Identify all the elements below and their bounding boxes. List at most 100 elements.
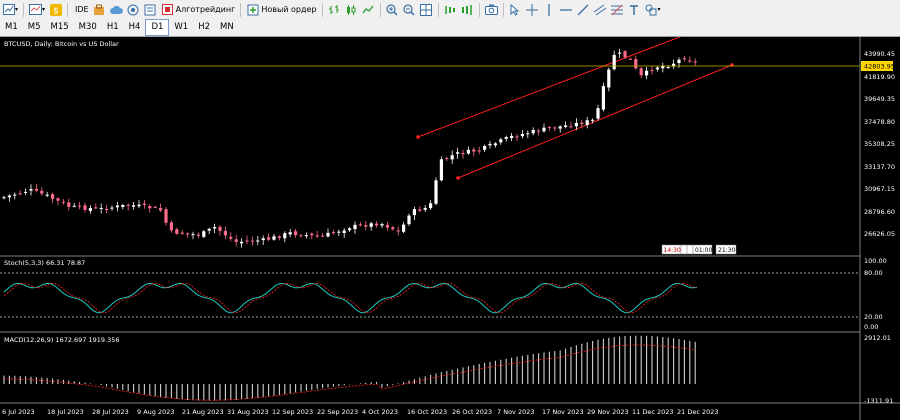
candle — [499, 137, 503, 145]
camera-icon — [484, 3, 498, 16]
channel-lower-line[interactable] — [457, 64, 733, 179]
market-watch-button[interactable]: $ — [47, 0, 64, 19]
tf-h2[interactable]: H2 — [198, 22, 211, 32]
candle — [169, 220, 173, 233]
zoom-in-button[interactable] — [384, 0, 401, 19]
price-tick: 26626.05 — [864, 230, 895, 238]
macd-level-label: -1311.91 — [864, 397, 893, 405]
tf-m30[interactable]: M30 — [78, 22, 97, 32]
channel-icon — [594, 3, 607, 16]
ide-button[interactable]: IDE — [71, 0, 91, 19]
candle — [601, 82, 605, 112]
date-tick: 22 Sep 2023 — [317, 408, 358, 416]
candle — [294, 228, 298, 238]
zoom-out-icon — [403, 3, 416, 16]
candle — [240, 238, 244, 248]
candle-chart-button[interactable] — [343, 0, 360, 19]
candle — [385, 221, 389, 231]
date-tick: 26 Oct 2023 — [452, 408, 492, 416]
library-button[interactable] — [142, 0, 159, 19]
candle — [175, 227, 179, 235]
crosshair-tool-button[interactable] — [524, 0, 541, 19]
vertical-line-button[interactable] — [541, 0, 558, 19]
shapes-button[interactable]: ▾ — [643, 0, 663, 19]
candle — [261, 235, 265, 246]
current-price-label: 42803.95 — [864, 63, 895, 71]
new-order-button[interactable]: Новый ордер — [244, 0, 318, 19]
horizontal-line-button[interactable] — [558, 0, 575, 19]
line-chart-button[interactable] — [360, 0, 377, 19]
candle — [531, 127, 535, 136]
ide-label: IDE — [75, 5, 89, 14]
candle — [191, 231, 195, 240]
stoch-label: Stoch(5,3,3) 66.31 78.87 — [4, 259, 85, 267]
candle — [574, 118, 578, 131]
candle — [402, 221, 406, 234]
time-label: 21:30 — [718, 247, 735, 254]
channel-handle[interactable] — [416, 135, 420, 139]
candle — [483, 144, 487, 153]
candle — [45, 191, 49, 197]
candle — [358, 222, 362, 227]
algotrading-button[interactable]: Алготрейдинг — [159, 0, 238, 19]
text-tool-button[interactable] — [626, 0, 643, 19]
candle — [569, 121, 573, 129]
trendline-button[interactable] — [575, 0, 592, 19]
signal-icon — [127, 3, 140, 16]
candle — [445, 156, 449, 162]
candle — [596, 105, 600, 121]
bars-icon — [328, 3, 341, 16]
candle — [612, 50, 616, 71]
price-tick: 28796.60 — [864, 208, 895, 216]
cloud-button[interactable] — [108, 0, 125, 19]
candle — [18, 190, 22, 196]
new-chart-button[interactable]: ▾ — [0, 0, 20, 19]
channel-button[interactable] — [592, 0, 609, 19]
candle — [272, 234, 276, 241]
fibonacci-button[interactable] — [609, 0, 626, 19]
current-price-tag — [861, 61, 893, 71]
tf-w1[interactable]: W1 — [174, 22, 189, 32]
tf-d1[interactable]: D1 — [145, 19, 170, 36]
candle — [105, 205, 109, 214]
tile-windows-button[interactable] — [418, 0, 435, 19]
candle — [504, 135, 508, 142]
dollar-icon: $ — [49, 3, 62, 16]
tf-m15[interactable]: M15 — [50, 22, 69, 32]
tf-mn[interactable]: MN — [220, 22, 234, 32]
tf-h4[interactable]: H4 — [128, 22, 141, 32]
candle — [34, 184, 38, 193]
tf-h1[interactable]: H1 — [106, 22, 119, 32]
cursor-icon — [509, 3, 522, 16]
candle — [585, 116, 589, 129]
zoom-out-button[interactable] — [401, 0, 418, 19]
navigator-button[interactable] — [91, 0, 108, 19]
candle — [304, 232, 308, 239]
candle — [180, 229, 184, 236]
candle — [67, 198, 71, 211]
candle — [337, 229, 341, 237]
tf-m5[interactable]: M5 — [27, 22, 41, 32]
candle — [142, 199, 146, 209]
screenshot-button[interactable] — [483, 0, 500, 19]
channel-handle[interactable] — [456, 176, 460, 180]
profiles-button[interactable]: ▾ — [27, 0, 47, 19]
candle — [153, 205, 157, 209]
channel-upper-line[interactable] — [417, 37, 732, 138]
session-time-labels: 14:30 01:00 21:30 — [661, 244, 737, 255]
chart-shift-button[interactable] — [459, 0, 476, 19]
candle — [418, 206, 422, 213]
tf-m1[interactable]: M1 — [5, 22, 18, 32]
candle — [218, 225, 222, 236]
candle — [207, 227, 211, 235]
autoscroll-button[interactable] — [442, 0, 459, 19]
candle — [537, 128, 541, 136]
fibonacci-icon — [611, 3, 624, 16]
cursor-tool-button[interactable] — [507, 0, 524, 19]
candle — [342, 227, 346, 238]
bar-chart-button[interactable] — [326, 0, 343, 19]
signals-button[interactable] — [125, 0, 142, 19]
date-tick: 9 Aug 2023 — [137, 408, 175, 416]
candle — [126, 203, 130, 211]
chart-area[interactable]: BTCUSD, Daily: Bitcoin vs US Dollar 4280… — [0, 37, 900, 420]
